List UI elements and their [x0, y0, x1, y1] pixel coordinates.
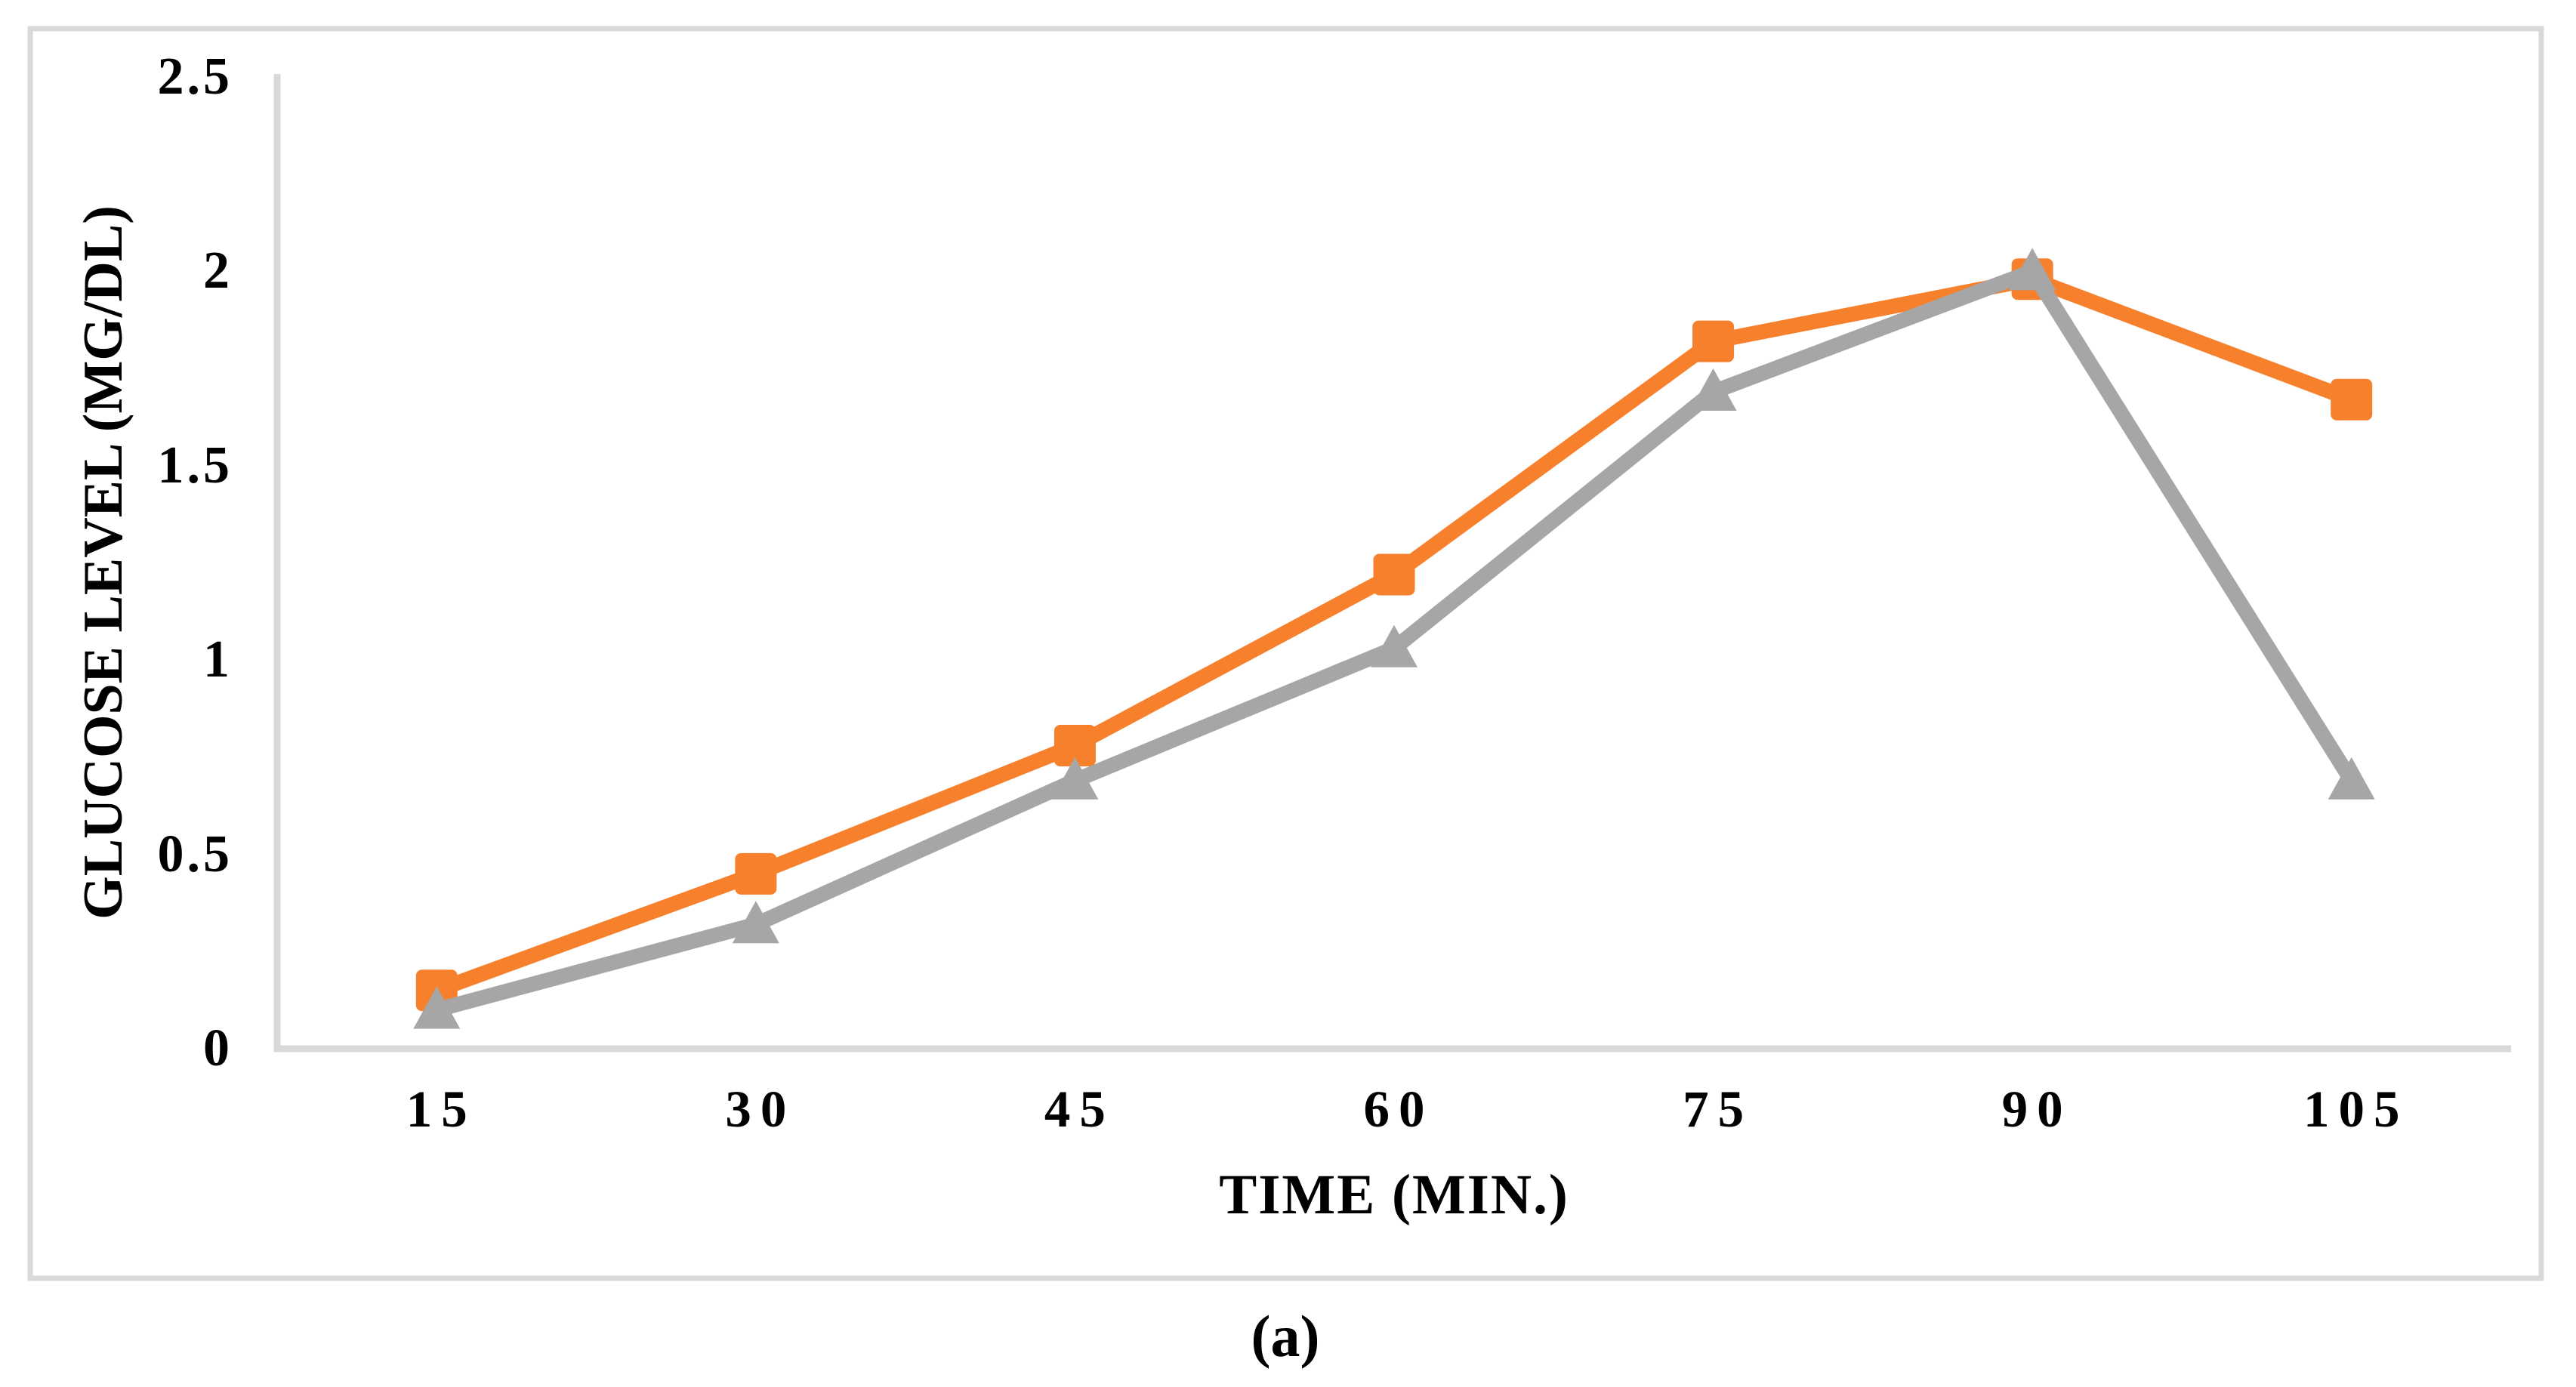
- square-marker: [1054, 724, 1096, 766]
- triangle-marker: [1371, 624, 1418, 667]
- x-tick-label: 105: [2303, 1080, 2409, 1138]
- y-tick-label: 0: [203, 1019, 233, 1077]
- square-marker: [735, 852, 777, 895]
- figure-caption: (a): [1251, 1303, 1320, 1369]
- triangle-marker: [732, 901, 779, 944]
- square-marker: [1692, 320, 1735, 362]
- y-tick-label: 0.5: [157, 824, 233, 883]
- x-tick-label: 75: [1683, 1080, 1754, 1138]
- x-tick-label: 45: [1044, 1080, 1115, 1138]
- triangle-marker: [2009, 248, 2056, 291]
- square-marker: [1373, 553, 1415, 596]
- triangle-marker: [1689, 368, 1737, 411]
- x-tick-label: 15: [406, 1080, 477, 1138]
- y-axis-title: GLUCOSE LEVEL (MG/DL): [72, 205, 134, 920]
- x-tick-label: 60: [1363, 1080, 1434, 1138]
- y-tick-label: 1.5: [157, 436, 233, 495]
- chart-frame: [27, 26, 2544, 1281]
- triangle-marker: [413, 986, 461, 1029]
- square-marker: [2331, 378, 2373, 421]
- x-tick-label: 30: [725, 1080, 796, 1138]
- y-tick-label: 2.5: [157, 48, 233, 106]
- y-tick-label: 1: [203, 630, 233, 689]
- triangle-marker: [1051, 757, 1099, 800]
- x-tick-label: 90: [2001, 1080, 2072, 1138]
- triangle-marker: [2328, 757, 2375, 800]
- y-tick-label: 2: [203, 242, 233, 301]
- x-axis-title: TIME (MIN.): [1219, 1164, 1569, 1226]
